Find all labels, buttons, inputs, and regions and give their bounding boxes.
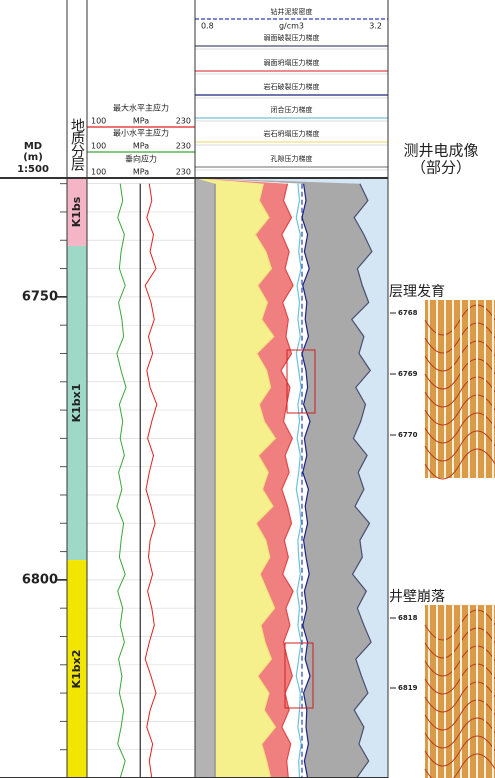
legend-label: 最小水平主应力 — [113, 128, 169, 138]
scale-unit: g/cm3 — [279, 22, 304, 31]
legend-label: 钻井泥浆密度 — [271, 7, 313, 16]
scale-unit: MPa — [133, 117, 149, 126]
image-depth-label: 6819 — [398, 684, 418, 692]
image-depth-label: 6768 — [398, 309, 418, 317]
image-stripe — [444, 605, 446, 778]
image-stripe — [476, 605, 478, 778]
image-stripe — [492, 605, 494, 778]
legend-label: 垂向应力 — [125, 154, 157, 164]
stratum-label: K1bs — [70, 196, 83, 227]
scale-min: 100 — [91, 142, 106, 151]
pressure-area — [195, 178, 215, 778]
md-label: MD — [24, 141, 42, 152]
image-depth-label: 6770 — [398, 431, 418, 439]
scale-unit: MPa — [133, 142, 149, 151]
panel-label: 层理发育 — [389, 284, 445, 300]
md-unit: (m) — [23, 152, 43, 163]
scale-unit: MPa — [133, 168, 149, 177]
image-stripe — [484, 605, 486, 778]
legend-label: 最大水平主应力 — [113, 103, 169, 113]
legend-label: 岩石坍塌压力梯度 — [264, 129, 320, 138]
scale-max: 230 — [176, 168, 191, 177]
legend-label: 弱面坍塌压力梯度 — [264, 58, 320, 67]
legend-label: 孔隙压力梯度 — [271, 154, 313, 163]
scale-max: 230 — [176, 117, 191, 126]
image-stripe — [436, 300, 438, 478]
md-scale: 1:500 — [17, 164, 49, 175]
stratum-label: K1bx1 — [70, 384, 83, 423]
image-stripe — [492, 300, 494, 478]
legend-label: 岩石破裂压力梯度 — [264, 82, 320, 91]
image-title: （部分） — [411, 159, 471, 177]
scale-min: 100 — [91, 168, 106, 177]
legend-label: 弱面破裂压力梯度 — [264, 33, 320, 42]
image-depth-label: 6818 — [398, 614, 418, 622]
panel-label: 井壁崩落 — [389, 589, 445, 605]
image-stripe — [476, 300, 478, 478]
scale-min: 0.8 — [201, 22, 214, 31]
stratum-label: K1bx2 — [70, 650, 83, 689]
image-depth-label: 6769 — [398, 370, 418, 378]
strata-header: 地质分层 — [69, 118, 85, 171]
well-log: MD (m) 1:500 地质分层 测井电成像 （部分） K1bs K1bx1 K1… — [0, 0, 495, 778]
y-tick-label: 6800 — [22, 572, 58, 587]
scale-min: 100 — [91, 117, 106, 126]
y-tick-label: 6750 — [22, 289, 58, 304]
scale-max: 230 — [176, 142, 191, 151]
legend-label: 闭合压力梯度 — [271, 105, 313, 114]
scale-max: 3.2 — [369, 22, 382, 31]
image-stripe — [460, 605, 462, 778]
image-title: 测井电成像 — [403, 142, 478, 160]
image-stripe — [468, 605, 470, 778]
image-stripe — [452, 300, 454, 478]
image-stripe — [452, 605, 454, 778]
